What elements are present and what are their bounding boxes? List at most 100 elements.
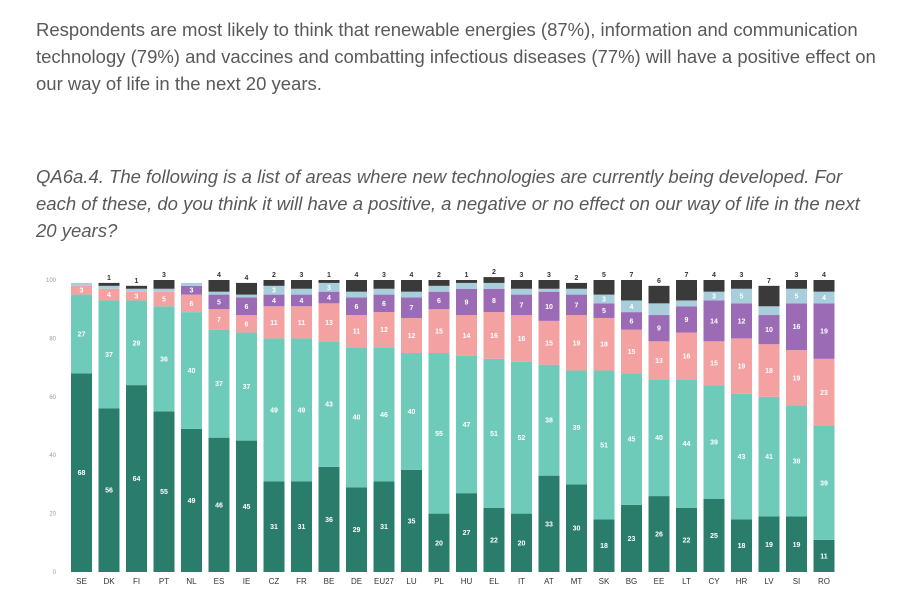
bar-segment (346, 297, 367, 316)
data-label: 39 (573, 425, 581, 432)
data-label: 39 (710, 440, 718, 447)
data-label: 5 (162, 296, 166, 303)
bar-segment (208, 280, 230, 292)
bar-segment (126, 285, 147, 289)
bar-segment (703, 291, 725, 301)
bar-segment (758, 285, 780, 307)
bar-segment (648, 303, 670, 316)
data-label: 20 (518, 540, 526, 547)
data-label: 40 (408, 409, 416, 416)
data-label: 11 (820, 553, 828, 560)
data-label: 1 (107, 275, 111, 282)
data-label: 6 (190, 301, 194, 308)
bar-segment (181, 282, 202, 286)
bar-segment (291, 288, 312, 295)
bar-segment (621, 373, 642, 505)
bar-segment (208, 437, 230, 572)
data-label: 23 (628, 536, 636, 543)
data-label: 3 (300, 272, 304, 279)
bar-segment (813, 280, 835, 292)
bar-segment (181, 285, 202, 295)
data-label: 56 (105, 488, 113, 495)
bar-segment (181, 312, 202, 429)
bar-segment (703, 341, 725, 386)
bar-segment (71, 373, 92, 572)
bar-segment (703, 300, 725, 342)
x-tick-label: PL (434, 577, 444, 586)
data-label: 31 (270, 524, 278, 531)
bar-segment (181, 428, 202, 572)
data-label: 7 (575, 302, 579, 309)
data-label: 4 (712, 272, 716, 279)
bar-segment (566, 315, 587, 371)
data-label: 4 (300, 298, 304, 305)
data-label: 51 (600, 442, 608, 449)
bar-segment (511, 361, 532, 514)
bar-segment (538, 288, 560, 292)
data-label: 3 (135, 294, 139, 301)
bar-segment (648, 379, 670, 497)
bar-segment (511, 294, 532, 316)
data-label: 6 (382, 301, 386, 308)
bar-segment (731, 338, 752, 394)
data-label: 6 (245, 304, 249, 311)
data-label: 4 (245, 275, 249, 282)
bar-segment (181, 294, 202, 313)
bar-segment (428, 280, 450, 286)
bar-segment (731, 519, 752, 572)
data-label: 15 (545, 340, 553, 347)
bar-segment (153, 411, 175, 572)
bar-segment (538, 320, 560, 365)
data-label: 37 (215, 381, 223, 388)
bar-segment (538, 291, 560, 321)
data-label: 22 (683, 537, 691, 544)
bar-segment (676, 280, 697, 301)
bar-segment (758, 315, 780, 345)
bar-segment (538, 364, 560, 476)
x-tick-label: ES (214, 577, 225, 586)
bar-segment (126, 291, 147, 301)
bar-segment (236, 332, 257, 441)
x-tick-label: RO (818, 577, 830, 586)
bar-segment (676, 332, 697, 380)
data-label: 31 (380, 524, 388, 531)
data-label: 6 (630, 318, 634, 325)
bar-segment (813, 426, 835, 540)
data-label: 4 (630, 304, 634, 311)
x-tick-label: CY (708, 577, 720, 586)
bar-segment (621, 280, 642, 301)
x-tick-label: LT (682, 577, 691, 586)
x-tick-label: EE (654, 577, 665, 586)
x-tick-label: FR (296, 577, 307, 586)
bar-segment (236, 440, 257, 572)
bar-segment (731, 303, 752, 339)
data-label: 18 (600, 543, 608, 550)
data-label: 51 (490, 431, 498, 438)
bar-segment (483, 507, 505, 572)
x-tick-label: EU27 (374, 577, 395, 586)
data-label: 19 (738, 364, 746, 371)
data-label: 3 (547, 272, 551, 279)
data-label: 27 (463, 530, 471, 537)
data-label: 2 (437, 272, 441, 279)
bar-segment (648, 315, 670, 342)
data-label: 4 (822, 295, 826, 302)
data-label: 2 (272, 272, 276, 279)
x-tick-label: HU (461, 577, 473, 586)
bar-segment (428, 285, 450, 292)
bar-segment (153, 291, 175, 307)
bar-segment (593, 370, 615, 520)
data-label: 3 (602, 296, 606, 303)
bar-segment (786, 280, 807, 289)
bar-segment (566, 288, 587, 295)
data-label: 16 (683, 353, 691, 360)
data-label: 4 (272, 298, 276, 305)
bar-segment (538, 280, 560, 289)
data-label: 19 (820, 329, 828, 336)
bar-segment (318, 280, 340, 283)
bar-segment (401, 469, 422, 572)
data-label: 22 (490, 537, 498, 544)
data-label: 10 (765, 327, 773, 334)
data-label: 68 (78, 470, 86, 477)
data-label: 49 (188, 498, 196, 505)
